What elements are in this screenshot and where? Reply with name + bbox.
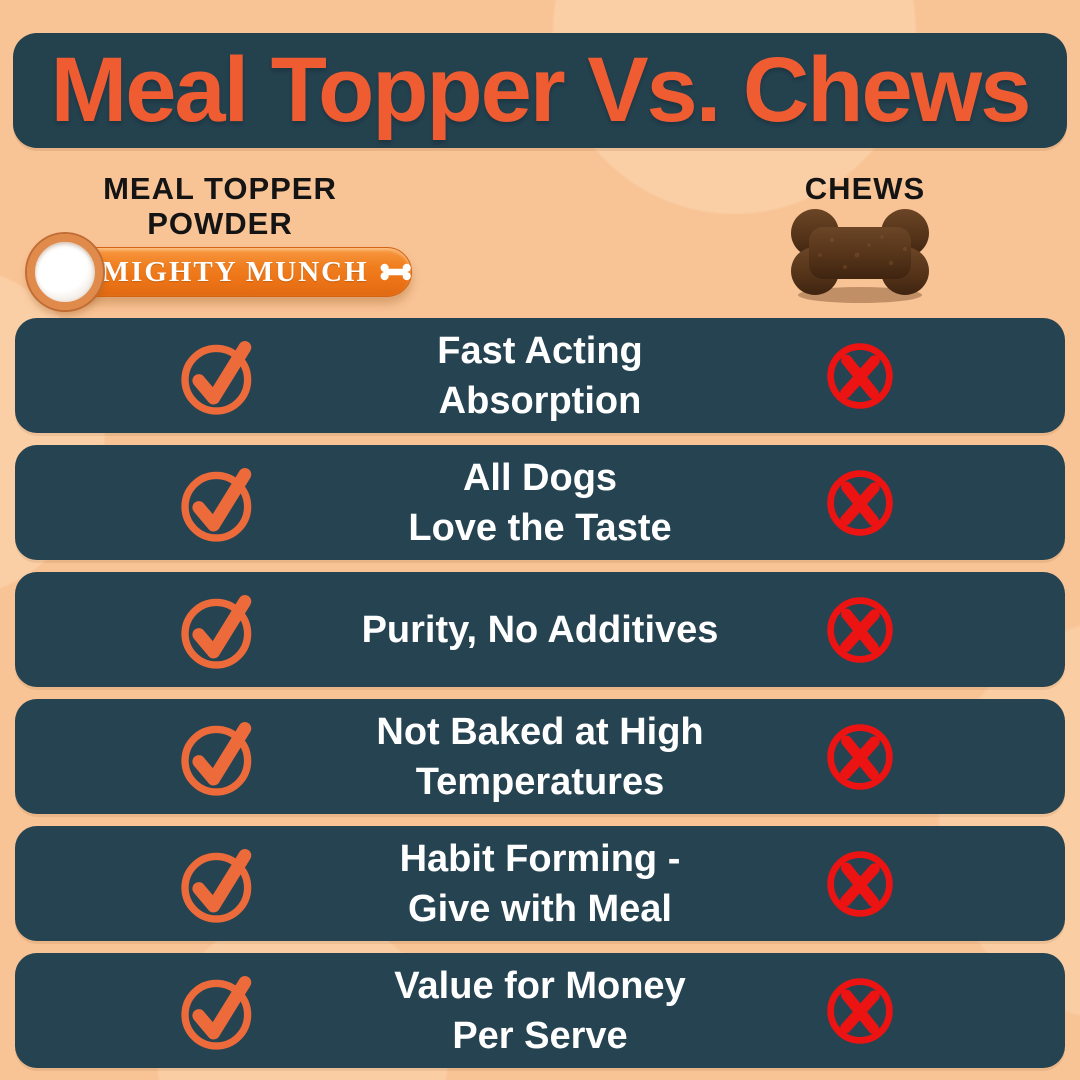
page-title: Meal Topper Vs. Chews xyxy=(50,39,1032,141)
feature-text: Purity, No Additives xyxy=(361,608,719,651)
feature-text: Not Baked at High Temperatures xyxy=(376,710,704,803)
table-row: All Dogs Love the Taste xyxy=(15,445,1065,560)
feature-text: Habit Forming - Give with Meal xyxy=(399,837,681,930)
column-header-line: CHEWS xyxy=(804,171,926,206)
comparison-table: Fast Acting Absorption All Dogs Love the T… xyxy=(15,318,1065,1068)
check-icon xyxy=(160,330,280,422)
scoop-handle: MIGHTY MUNCH xyxy=(62,247,412,297)
column-header-line: POWDER xyxy=(147,206,293,241)
check-icon xyxy=(160,965,280,1057)
check-icon xyxy=(160,711,280,803)
check-icon xyxy=(160,838,280,930)
chew-image xyxy=(787,205,933,310)
title-banner: Meal Topper Vs. Chews xyxy=(13,33,1067,148)
column-header-chews: CHEWS xyxy=(755,171,975,206)
cross-icon xyxy=(800,715,920,799)
cross-icon xyxy=(800,461,920,545)
feature-text: Value for Money Per Serve xyxy=(394,964,686,1057)
brand-label: MIGHTY MUNCH xyxy=(101,255,369,288)
cross-icon xyxy=(800,588,920,672)
check-icon xyxy=(160,457,280,549)
feature-text: Fast Acting Absorption xyxy=(437,329,643,422)
table-row: Purity, No Additives xyxy=(15,572,1065,687)
table-row: Value for Money Per Serve xyxy=(15,953,1065,1068)
table-row: Habit Forming - Give with Meal xyxy=(15,826,1065,941)
cross-icon xyxy=(800,842,920,926)
column-header-meal-topper: MEAL TOPPER POWDER xyxy=(60,171,380,241)
scoop-bowl xyxy=(27,234,103,310)
cross-icon xyxy=(800,969,920,1053)
dog-chew-bone xyxy=(791,209,929,303)
feature-text: All Dogs Love the Taste xyxy=(408,456,672,549)
check-icon xyxy=(160,584,280,676)
column-header-line: MEAL TOPPER xyxy=(103,171,337,206)
cross-icon xyxy=(800,334,920,418)
table-row: Not Baked at High Temperatures xyxy=(15,699,1065,814)
table-row: Fast Acting Absorption xyxy=(15,318,1065,433)
bone-icon xyxy=(380,263,411,281)
